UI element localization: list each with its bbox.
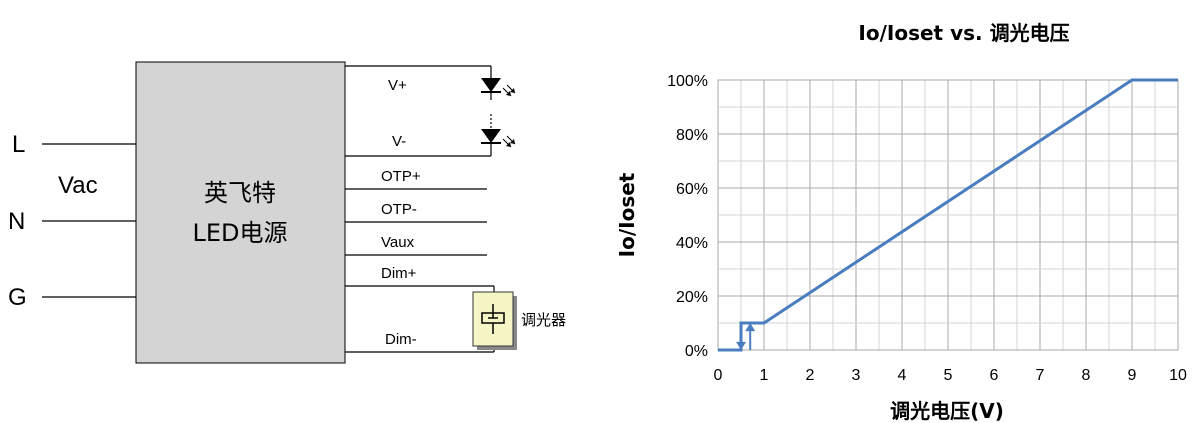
- y-tick-label: 80%: [676, 127, 708, 144]
- power-supply-box: [135, 61, 346, 364]
- series-line: [718, 78, 1178, 352]
- power-supply-title: 英飞特: [204, 179, 276, 207]
- g-label: G: [8, 284, 27, 311]
- dimmer-device: [472, 291, 517, 350]
- led-icon: [481, 78, 516, 97]
- x-axis-label: 调光电压(V): [890, 399, 1004, 423]
- vaux-label: Vaux: [381, 234, 415, 251]
- wiring-diagram: L N G Vac 英飞特 LED电源 V+ V- OTP+ OTP- Vaux…: [8, 61, 566, 364]
- dimmer-icon: [481, 304, 505, 334]
- x-tick-label: 10: [1169, 367, 1187, 384]
- v-minus-label: V-: [392, 133, 406, 150]
- x-tick-label: 5: [944, 367, 953, 384]
- x-tick-label: 6: [990, 367, 999, 384]
- x-tick-label: 3: [852, 367, 861, 384]
- vac-label: Vac: [58, 172, 98, 199]
- dim-minus-label: Dim-: [385, 331, 417, 348]
- y-tick-label: 20%: [676, 289, 708, 306]
- power-supply-subtitle: LED电源: [192, 219, 287, 247]
- l-label: L: [12, 131, 25, 158]
- x-tick-label: 7: [1036, 367, 1045, 384]
- dimmer-label: 调光器: [521, 311, 566, 329]
- n-label: N: [8, 208, 25, 235]
- otp-plus-label: OTP+: [381, 168, 421, 185]
- led-icon: [481, 129, 516, 148]
- v-plus-label: V+: [388, 77, 407, 94]
- y-tick-label: 100%: [667, 73, 708, 90]
- up-arrow-icon: [745, 323, 756, 332]
- y-axis-label: Io/Ioset: [615, 172, 639, 257]
- x-tick-label: 9: [1128, 367, 1137, 384]
- dim-plus-label: Dim+: [381, 265, 417, 282]
- y-tick-label: 40%: [676, 235, 708, 252]
- x-tick-label: 2: [806, 367, 815, 384]
- x-tick-label: 8: [1082, 367, 1091, 384]
- x-tick-label: 1: [760, 367, 769, 384]
- x-tick-label: 0: [714, 367, 723, 384]
- y-tick-label: 0%: [685, 343, 708, 360]
- dimming-curve-chart: Io/Ioset vs. 调光电压 0 1 2 3 4 5 6 7 8 9 10 0% 20% 40% 6…: [615, 21, 1187, 423]
- chart-title: Io/Ioset vs. 调光电压: [858, 21, 1069, 45]
- x-tick-label: 4: [898, 367, 907, 384]
- y-tick-label: 60%: [676, 181, 708, 198]
- down-arrow-icon: [736, 341, 746, 350]
- otp-minus-label: OTP-: [381, 201, 417, 218]
